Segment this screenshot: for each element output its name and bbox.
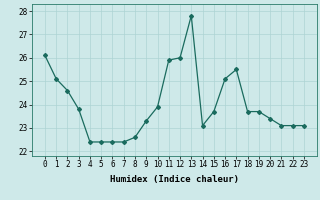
X-axis label: Humidex (Indice chaleur): Humidex (Indice chaleur) bbox=[110, 175, 239, 184]
